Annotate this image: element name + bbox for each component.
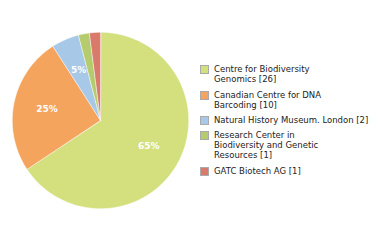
svg-text:5%: 5% [71,65,86,75]
html-text:Natural History Museum. London: Natural History Museum. London [2] [214,114,369,125]
html-text:GATC Biotech AG [1]: GATC Biotech AG [1] [214,165,301,176]
html-text:Canadian Centre for DNA Barcod: Canadian Centre for DNA Barcoding [10] [214,89,321,110]
svg-text:25%: 25% [36,104,58,114]
html-text:Research Center in Biodiversit: Research Center in Biodiversity and Gene… [214,130,319,161]
svg-text:65%: 65% [138,141,160,151]
html-text:Centre for Biodiversity Genomi: Centre for Biodiversity Genomics [26] [214,64,310,85]
